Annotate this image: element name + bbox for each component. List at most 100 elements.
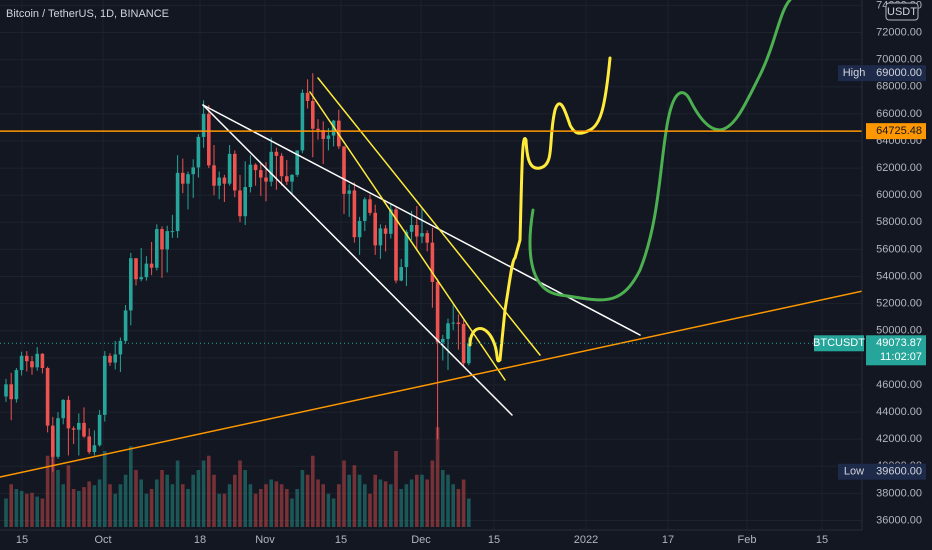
marker-name: High: [843, 67, 866, 79]
volume-bar: [92, 485, 97, 527]
candle-body: [19, 355, 24, 371]
candle-body: [160, 229, 164, 250]
volume-bar: [4, 498, 8, 527]
candle-body: [71, 428, 76, 430]
last-value: 49073.87: [876, 337, 922, 349]
y-tick-label: 52000.00: [876, 298, 922, 310]
volume-bar: [30, 492, 34, 527]
volume-bar: [35, 496, 39, 527]
candle-body: [461, 323, 466, 364]
candle-body: [66, 399, 71, 429]
volume-bar: [233, 474, 237, 527]
volume-bar: [430, 460, 435, 527]
volume-bar: [300, 470, 305, 527]
candle-body: [389, 209, 393, 234]
volume-bar: [269, 479, 273, 527]
y-tick-label: 54000.00: [876, 270, 922, 282]
last-value-box: [866, 335, 926, 366]
x-tick-label: Feb: [738, 534, 757, 546]
volume-bar: [9, 484, 13, 527]
candle-body: [316, 128, 320, 131]
candle-body: [82, 422, 86, 437]
volume-bar: [456, 489, 461, 527]
candle-body: [378, 228, 383, 246]
overlay: [0, 130, 862, 344]
hline-label-box: [866, 123, 926, 140]
volume-bar: [165, 474, 169, 527]
volume-bar: [409, 479, 414, 527]
x-tick-label: Dec: [411, 534, 431, 546]
volume-bar: [378, 479, 383, 527]
candle-body: [61, 399, 65, 419]
x-tick-label: Oct: [94, 534, 111, 546]
volume-bar: [441, 470, 445, 527]
volume-bar: [389, 484, 393, 527]
candle-body: [430, 242, 435, 282]
volume-bar: [222, 493, 227, 527]
candle-body: [456, 322, 461, 324]
candle-body: [134, 258, 138, 280]
volume-bar: [243, 470, 247, 527]
currency-box: [885, 2, 919, 21]
x-tick-label: 15: [335, 534, 347, 546]
volume-bar: [295, 489, 299, 527]
candle-body: [248, 164, 253, 188]
volume-bar: [435, 427, 440, 527]
volume-bar: [227, 484, 232, 527]
volume-bar: [181, 484, 185, 527]
volume-bar: [253, 493, 258, 527]
candle-body: [300, 92, 305, 151]
candle-body: [92, 445, 97, 453]
volume-bar: [311, 455, 315, 527]
candle-layer: [4, 73, 471, 472]
candle-body: [383, 228, 388, 234]
trend-line: [317, 77, 541, 356]
x-tick-label: 17: [662, 534, 674, 546]
volume-bar: [186, 489, 190, 527]
volume-layer: [4, 427, 471, 527]
candle-body: [269, 151, 273, 182]
candle-body: [368, 199, 372, 213]
marker-name: Low: [844, 466, 864, 478]
candle-body: [420, 233, 424, 237]
y-tick-label: 58000.00: [876, 216, 922, 228]
volume-bar: [383, 481, 388, 527]
candle-body: [14, 370, 19, 400]
y-tick-label: 60000.00: [876, 189, 922, 201]
trend-line: [0, 282, 901, 478]
volume-bar: [290, 498, 294, 527]
volume-bar: [129, 446, 133, 527]
volume-bar: [420, 474, 424, 527]
volume-bar: [394, 451, 398, 527]
volume-bar: [51, 441, 55, 527]
candle-body: [227, 153, 232, 184]
volume-bar: [368, 493, 372, 527]
x-tick-label: 15: [816, 534, 828, 546]
y-tick-label: 46000.00: [876, 379, 922, 391]
volume-bar: [331, 498, 336, 527]
candle-body: [425, 233, 429, 243]
x-tick-label: 2022: [574, 534, 598, 546]
candle-body: [441, 338, 445, 343]
marker-name-box: [838, 463, 870, 480]
candle-body: [118, 340, 123, 355]
candle-body: [409, 225, 414, 232]
marker-value-box: [870, 65, 926, 82]
y-tick-label: 50000.00: [876, 325, 922, 337]
volume-bar: [373, 474, 377, 527]
volume-bar: [82, 487, 86, 527]
volume-bar: [25, 493, 29, 527]
volume-bar: [279, 484, 284, 527]
volume-bar: [175, 460, 180, 527]
volume-bar: [404, 484, 409, 527]
candle-body: [394, 209, 398, 281]
volume-bar: [399, 489, 403, 527]
candle-body: [285, 176, 289, 182]
candle-body: [56, 418, 60, 457]
volume-bar: [170, 484, 175, 527]
volume-bar: [264, 484, 268, 527]
candle-body: [264, 177, 268, 182]
candle-body: [170, 231, 175, 233]
volume-bar: [123, 474, 128, 527]
volume-bar: [212, 474, 216, 527]
